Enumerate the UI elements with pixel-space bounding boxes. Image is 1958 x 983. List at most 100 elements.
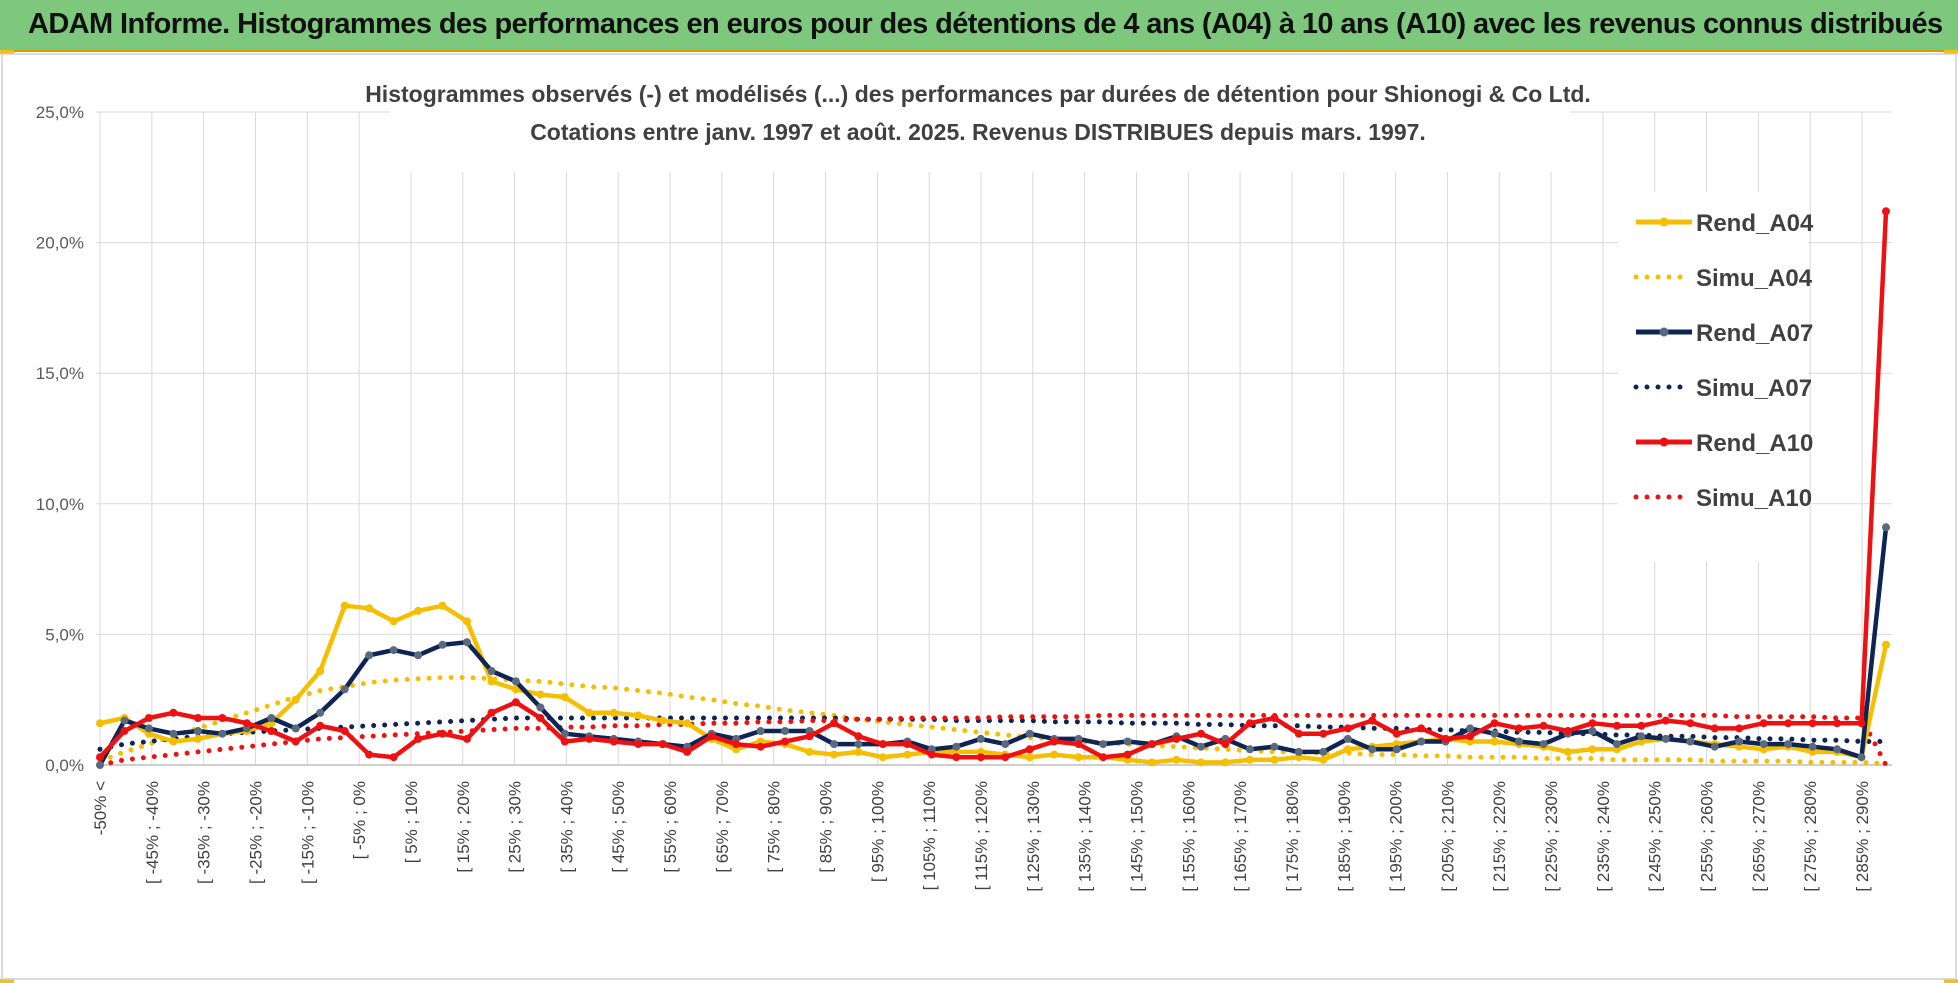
data-point	[1270, 755, 1279, 764]
data-point	[854, 740, 863, 749]
data-point	[1001, 740, 1010, 749]
data-point	[1515, 737, 1523, 746]
x-tick-label: [ 15% ; 20%	[454, 781, 473, 873]
data-point	[1148, 758, 1156, 767]
data-point	[1759, 740, 1768, 749]
data-point	[903, 740, 912, 749]
data-point	[1025, 753, 1034, 762]
series-line-Simu_A07	[97, 715, 1889, 752]
data-point	[1588, 719, 1597, 728]
x-tick-label: [ 235% ; 240%	[1594, 781, 1613, 892]
data-point	[316, 667, 325, 675]
data-point	[1172, 734, 1181, 743]
corner-accent-top-left	[0, 50, 14, 54]
data-point	[193, 727, 202, 735]
data-point	[1368, 745, 1377, 754]
data-point	[830, 750, 838, 759]
legend-label: Simu_A07	[1696, 375, 1812, 402]
legend-item-Rend_A04: Rend_A04	[1636, 210, 1814, 237]
data-point	[1392, 745, 1401, 754]
data-point	[560, 737, 569, 746]
data-point	[340, 685, 349, 694]
legend-item-Rend_A10: Rend_A10	[1636, 430, 1813, 457]
data-point	[805, 732, 814, 741]
x-tick-label: [ 165% ; 170%	[1231, 781, 1250, 892]
data-point	[169, 708, 178, 717]
data-point	[1808, 719, 1817, 728]
data-point	[511, 677, 520, 686]
x-tick-label: [ 75% ; 80%	[765, 781, 784, 873]
data-point	[218, 714, 227, 722]
data-point	[1710, 742, 1719, 751]
report-banner: ADAM Informe. Histogrammes des performan…	[0, 0, 1958, 52]
data-point	[1661, 716, 1670, 725]
data-point	[1661, 734, 1670, 743]
data-point	[781, 737, 789, 746]
data-point	[781, 727, 789, 735]
data-point	[463, 617, 471, 626]
data-point	[1148, 740, 1156, 749]
data-point	[1099, 753, 1108, 762]
data-point	[830, 719, 838, 728]
data-point	[1490, 737, 1499, 746]
data-point	[1294, 729, 1303, 738]
data-point	[463, 734, 471, 743]
data-point	[1735, 724, 1744, 733]
data-point	[1197, 742, 1205, 751]
data-point	[756, 742, 765, 751]
data-point	[511, 685, 520, 694]
legend-label: Rend_A04	[1696, 210, 1814, 237]
legend-marker	[1659, 437, 1669, 447]
legend-marker	[1659, 217, 1669, 227]
data-point	[756, 727, 765, 735]
data-point	[585, 708, 594, 717]
data-point	[96, 761, 104, 769]
series-line-Simu_A10	[97, 712, 1889, 768]
x-tick-label: [ 115% ; 120%	[972, 781, 991, 890]
data-point	[242, 719, 251, 728]
data-point	[634, 740, 643, 749]
x-tick-label: [ 265% ; 270%	[1749, 781, 1768, 892]
x-tick-label: [ 255% ; 260%	[1698, 781, 1717, 892]
data-point	[463, 638, 471, 647]
data-point	[120, 727, 129, 735]
legend-item-Rend_A07: Rend_A07	[1636, 320, 1813, 347]
data-point	[1490, 729, 1499, 738]
x-tick-label: [ -5% ; 0%	[350, 781, 369, 859]
data-point	[1074, 753, 1083, 762]
data-point	[1319, 747, 1328, 756]
data-point	[1221, 740, 1230, 749]
data-point	[1882, 207, 1890, 216]
x-tick-label: [ 155% ; 160%	[1179, 781, 1198, 892]
data-point	[1808, 742, 1817, 751]
data-point	[438, 640, 447, 649]
report-title: ADAM Informe. Histogrammes des performan…	[28, 8, 1943, 40]
data-point	[1025, 745, 1034, 754]
data-point	[732, 740, 741, 749]
series-line-Rend_A07	[98, 527, 1889, 767]
data-point	[854, 747, 863, 756]
data-point	[169, 729, 178, 738]
data-point	[291, 737, 300, 746]
x-tick-label: [ 275% ; 280%	[1801, 781, 1820, 892]
data-point	[267, 714, 276, 722]
data-point	[1563, 727, 1572, 735]
data-point	[1050, 737, 1059, 746]
data-point	[560, 693, 569, 702]
x-tick-label: [ -25% ; -20%	[246, 781, 265, 884]
x-tick-label: [ 105% ; 110%	[920, 781, 939, 890]
x-tick-label: [ 185% ; 190%	[1335, 781, 1354, 892]
data-point	[1857, 719, 1866, 728]
data-point	[316, 721, 325, 730]
chart-subtitle: Cotations entre janv. 1997 et août. 2025…	[530, 119, 1426, 145]
data-point	[609, 708, 618, 717]
y-tick-label: 10,0%	[36, 495, 84, 514]
data-point	[927, 750, 936, 759]
data-point	[414, 606, 423, 615]
data-point	[952, 742, 961, 751]
series-Simu_A04	[97, 675, 1889, 767]
data-point	[340, 727, 349, 735]
title-background	[390, 72, 1570, 172]
data-point	[560, 729, 569, 738]
y-tick-label: 25,0%	[36, 103, 84, 122]
